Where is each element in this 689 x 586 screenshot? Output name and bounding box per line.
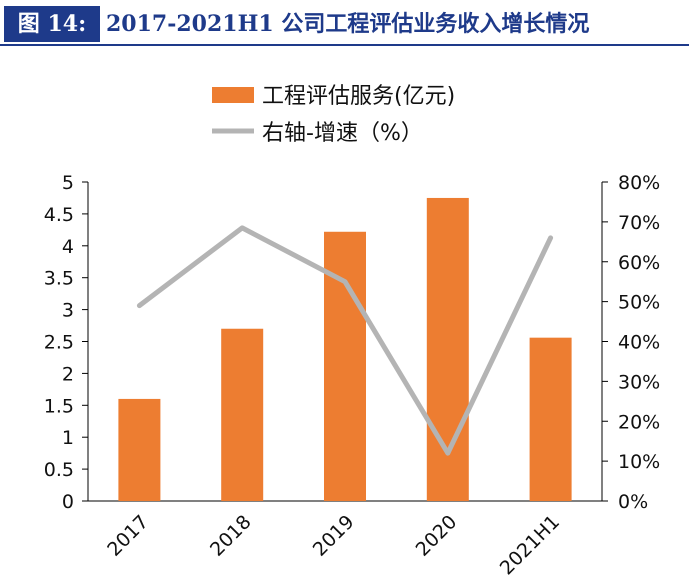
left-tick-label: 2.5 xyxy=(44,332,74,354)
right-tick-label: 40% xyxy=(618,332,660,354)
left-tick-label: 5 xyxy=(62,172,74,194)
header-rule xyxy=(0,44,689,46)
right-tick-label: 80% xyxy=(618,172,660,194)
figure-header: 图 14: 2017-2021H1 公司工程评估业务收入增长情况 xyxy=(0,0,689,46)
right-tick-label: 50% xyxy=(618,292,660,314)
x-tick-label: 2017 xyxy=(103,511,153,561)
left-tick-label: 1.5 xyxy=(44,395,74,417)
x-axis: 2017 2018 2019 2020 2021H1 xyxy=(88,500,602,579)
right-tick-label: 10% xyxy=(618,451,660,473)
left-tick-label: 1 xyxy=(62,427,74,449)
legend: 工程评估服务(亿元) 右轴-增速（%） xyxy=(212,84,455,146)
right-tick-label: 60% xyxy=(618,252,660,274)
bar xyxy=(221,328,264,501)
legend-bar-label: 工程评估服务(亿元) xyxy=(262,84,455,109)
right-tick-label: 30% xyxy=(618,371,660,393)
left-tick-label: 3.5 xyxy=(44,268,74,290)
figure-label: 图 14: xyxy=(4,6,100,42)
legend-line-label: 右轴-增速（%） xyxy=(262,121,423,146)
x-tick-label: 2021H1 xyxy=(496,511,564,579)
legend-bar-swatch xyxy=(212,87,254,103)
left-tick-label: 0.5 xyxy=(44,459,74,481)
left-tick-label: 4.5 xyxy=(44,204,74,226)
plot-area: 0 0.5 1 1.5 2 2.5 3 3.5 4 4.5 5 0% 10% 20% 30% 40% 50% 6… xyxy=(44,172,660,579)
left-axis: 0 0.5 1 1.5 2 2.5 3 3.5 4 4.5 5 xyxy=(44,172,89,513)
left-tick-label: 3 xyxy=(62,300,74,322)
line-series xyxy=(136,225,554,456)
bar xyxy=(118,398,161,501)
left-tick-label: 2 xyxy=(62,363,74,385)
figure-title: 2017-2021H1 公司工程评估业务收入增长情况 xyxy=(106,11,590,37)
right-axis: 0% 10% 20% 30% 40% 50% 60% 70% 80% xyxy=(601,172,660,513)
x-tick-label: 2018 xyxy=(206,511,256,561)
left-tick-label: 0 xyxy=(62,491,74,513)
bar-series xyxy=(118,197,572,501)
left-tick-label: 4 xyxy=(62,236,74,258)
x-tick-label: 2019 xyxy=(309,511,359,561)
right-tick-label: 0% xyxy=(618,491,648,513)
right-tick-label: 70% xyxy=(618,212,660,234)
right-tick-label: 20% xyxy=(618,411,660,433)
bar xyxy=(529,337,572,501)
x-tick-label: 2020 xyxy=(412,511,462,561)
